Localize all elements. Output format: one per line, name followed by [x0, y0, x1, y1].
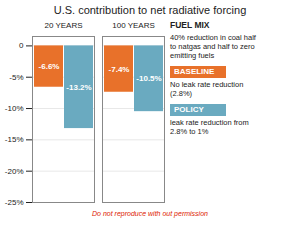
svg-text:-25%: -25%	[5, 198, 24, 207]
svg-text:-13.2%: -13.2%	[66, 83, 91, 92]
svg-text:-7.4%: -7.4%	[109, 65, 130, 74]
svg-text:-10%: -10%	[5, 104, 24, 113]
html-text:POLICY: POLICY	[174, 104, 204, 114]
html-text:Do not reproduce with out perm: Do not reproduce with out permission	[92, 210, 208, 217]
html-text:BASELINE: BASELINE	[174, 66, 215, 76]
html-text:U.S. contribution to net radia: U.S. contribution to net radiative forci…	[53, 4, 247, 16]
svg-text:-5%: -5%	[9, 73, 23, 82]
svg-text:20 YEARS: 20 YEARS	[44, 21, 82, 30]
html-text:No leak rate reduction (2.8%): No leak rate reduction (2.8%)	[170, 79, 244, 99]
html-text:leak rate reduction from 2.8%: leak rate reduction from 2.8% to 1%	[170, 117, 249, 136]
svg-text:0: 0	[19, 41, 24, 50]
svg-text:-6.6%: -6.6%	[39, 62, 60, 71]
html-text:40% reduction in coal half to: 40% reduction in coal half to natgas and…	[170, 32, 256, 61]
svg-text:-15%: -15%	[5, 135, 24, 144]
html-text:FUEL MIX: FUEL MIX	[170, 20, 210, 30]
svg-text:-10.5%: -10.5%	[136, 74, 161, 83]
svg-text:-20%: -20%	[5, 167, 24, 176]
svg-text:100 YEARS: 100 YEARS	[112, 21, 155, 30]
